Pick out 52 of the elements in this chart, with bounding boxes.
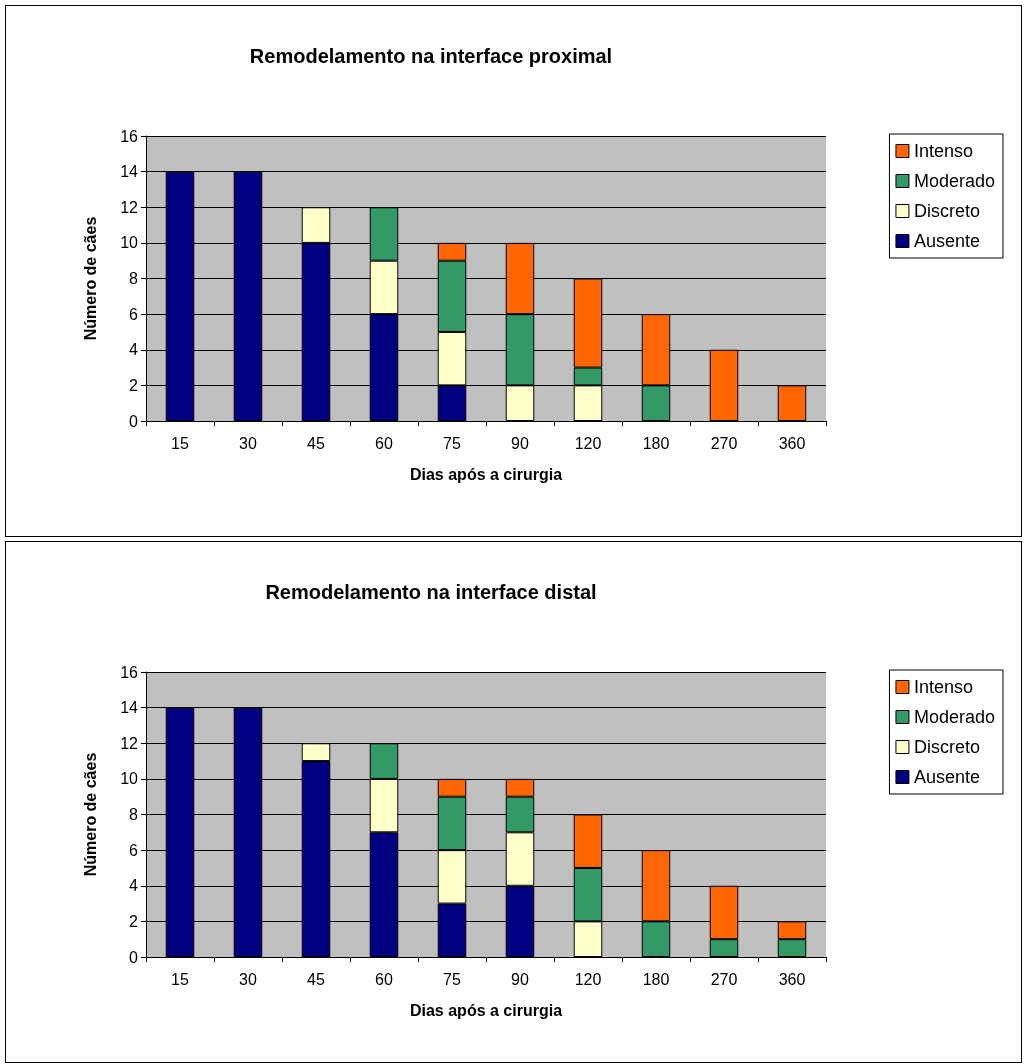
y-tick-label: 2 xyxy=(129,912,139,930)
y-tick-label: 6 xyxy=(129,305,139,323)
y-tick-label: 4 xyxy=(129,877,139,895)
y-axis-title: Número de cães xyxy=(81,752,99,877)
y-tick-label: 14 xyxy=(120,699,139,717)
x-tick-label: 75 xyxy=(443,434,461,452)
legend-label: Discreto xyxy=(913,737,980,757)
x-tick-label: 15 xyxy=(171,970,189,988)
x-tick-label: 30 xyxy=(239,970,257,988)
x-tick-label: 75 xyxy=(443,970,461,988)
y-tick-label: 12 xyxy=(120,198,139,216)
y-tick-label: 6 xyxy=(129,841,139,859)
y-tick-label: 8 xyxy=(129,806,139,823)
y-tick-label: 16 xyxy=(120,663,139,681)
x-tick-label: 180 xyxy=(642,970,670,988)
y-axis-title: Número de cães xyxy=(81,216,99,341)
chart-title: Remodelamento na interface proximal xyxy=(249,45,613,67)
legend-label: Moderado xyxy=(913,707,996,727)
y-tick-label: 16 xyxy=(120,127,139,145)
legend-label: Moderado xyxy=(913,171,996,191)
y-tick-label: 2 xyxy=(129,376,139,394)
y-tick-label: 4 xyxy=(129,341,139,359)
x-tick-label: 30 xyxy=(239,434,257,452)
x-tick-label: 270 xyxy=(710,434,738,452)
y-tick-label: 8 xyxy=(129,270,139,287)
x-tick-label: 360 xyxy=(778,970,806,988)
y-tick-label: 14 xyxy=(120,163,139,181)
y-tick-label: 10 xyxy=(120,234,139,252)
legend-label: Ausente xyxy=(913,231,981,251)
x-tick-label: 360 xyxy=(778,434,806,452)
x-tick-label: 90 xyxy=(511,970,529,988)
x-tick-label: 180 xyxy=(642,434,670,452)
x-tick-label: 60 xyxy=(375,434,393,452)
y-tick-label: 12 xyxy=(120,734,139,752)
y-tick-label: 0 xyxy=(129,948,139,966)
x-tick-label: 15 xyxy=(171,434,189,452)
chart-title: Remodelamento na interface distal xyxy=(265,581,597,603)
legend-label: Ausente xyxy=(913,767,981,787)
x-tick-label: 120 xyxy=(574,970,602,988)
x-tick-label: 45 xyxy=(307,434,325,452)
x-axis-title: Dias após a cirurgia xyxy=(409,1001,563,1019)
x-axis-title: Dias após a cirurgia xyxy=(409,465,563,483)
x-tick-label: 270 xyxy=(710,970,738,988)
legend-label: Intenso xyxy=(913,141,973,161)
legend-label: Intenso xyxy=(913,677,973,697)
x-tick-label: 60 xyxy=(375,970,393,988)
x-tick-label: 90 xyxy=(511,434,529,452)
x-tick-label: 45 xyxy=(307,970,325,988)
y-tick-label: 10 xyxy=(120,770,139,788)
x-tick-label: 120 xyxy=(574,434,602,452)
y-tick-label: 0 xyxy=(129,412,139,430)
legend-label: Discreto xyxy=(913,201,980,221)
